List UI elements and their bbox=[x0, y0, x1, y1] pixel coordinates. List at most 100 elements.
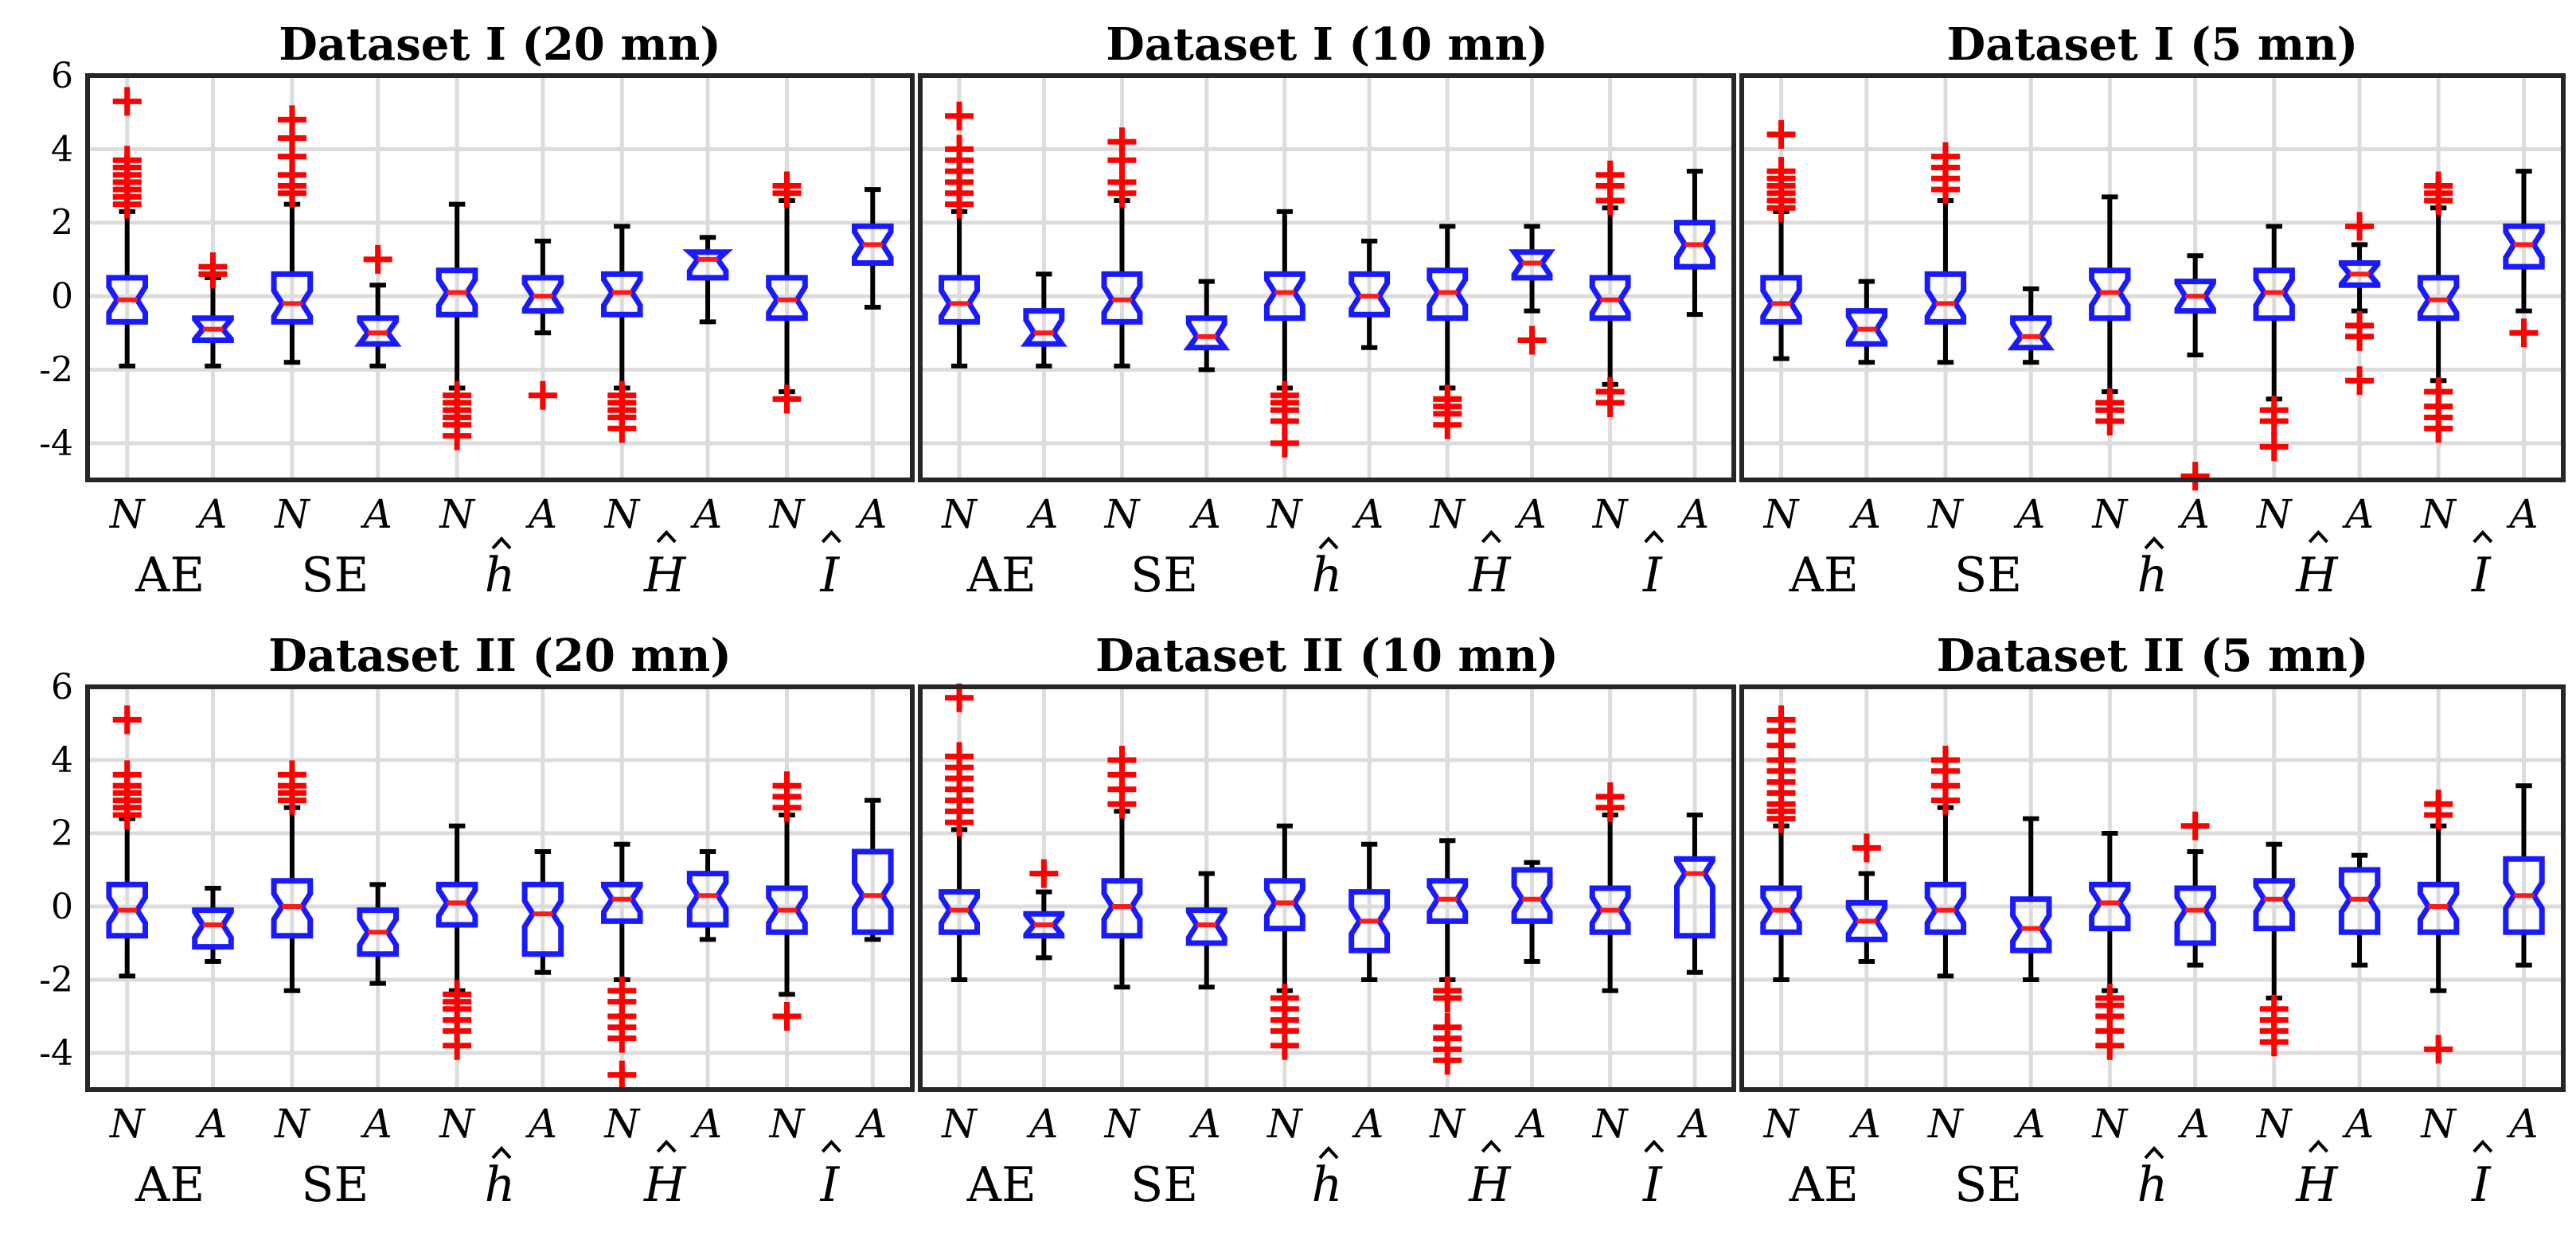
outlier-marker bbox=[2345, 322, 2375, 351]
group-label: N bbox=[1763, 491, 1801, 537]
box-H-N bbox=[601, 841, 643, 1090]
outlier-marker bbox=[1930, 142, 1960, 171]
box-I-A bbox=[852, 797, 894, 942]
box-body bbox=[1589, 885, 1631, 935]
box-H-A bbox=[1509, 224, 1555, 355]
box-body bbox=[1023, 910, 1065, 939]
box-I-N bbox=[2417, 171, 2460, 443]
group-label: A bbox=[2013, 1101, 2045, 1147]
metric-label: SE bbox=[301, 1157, 369, 1213]
box-body bbox=[1185, 907, 1228, 946]
outlier-marker bbox=[2345, 212, 2375, 241]
y-tick-label: 6 bbox=[51, 56, 73, 96]
outlier-marker bbox=[2259, 1027, 2289, 1057]
box-I-A bbox=[2503, 169, 2545, 348]
group-label: N bbox=[109, 1101, 146, 1147]
box-SE-N bbox=[271, 760, 314, 993]
box-h-N bbox=[1263, 823, 1306, 1060]
group-label: A bbox=[2178, 491, 2210, 537]
box-body bbox=[2089, 267, 2131, 322]
box-I-A bbox=[1674, 813, 1715, 975]
box-AE-A bbox=[1023, 859, 1065, 961]
box-h-N bbox=[2089, 831, 2131, 1060]
axes-frame bbox=[918, 73, 1736, 482]
box-AE-N bbox=[1760, 705, 1802, 982]
metric-label: I bbox=[820, 1157, 841, 1213]
y-tick-label: -2 bbox=[39, 349, 73, 390]
group-label: A bbox=[1026, 1101, 1058, 1147]
box-body bbox=[2338, 260, 2381, 288]
box-body bbox=[2417, 881, 2460, 935]
box-AE-N bbox=[939, 101, 980, 368]
outlier-marker bbox=[2095, 1031, 2125, 1060]
y-tick-label: 2 bbox=[51, 813, 73, 854]
box-h-N bbox=[435, 201, 478, 450]
box-H-A bbox=[2338, 212, 2381, 396]
hat-accent bbox=[2308, 530, 2328, 544]
box-body bbox=[2007, 315, 2055, 351]
box-h-A bbox=[521, 238, 564, 410]
box-body bbox=[192, 315, 234, 343]
y-tick-label: 2 bbox=[51, 203, 73, 244]
box-h-N bbox=[2089, 194, 2131, 436]
group-label: A bbox=[361, 1101, 392, 1147]
y-tick-label: -2 bbox=[39, 960, 73, 1000]
metric-label: AE bbox=[1789, 1157, 1859, 1213]
outlier-marker bbox=[1433, 410, 1462, 439]
outlier-marker bbox=[945, 742, 974, 771]
group-label: A bbox=[1849, 491, 1881, 537]
box-body bbox=[852, 848, 894, 935]
box-SE-A bbox=[1183, 279, 1231, 372]
group-label: N bbox=[2420, 1101, 2457, 1147]
outlier-marker bbox=[198, 252, 228, 282]
metric-label: I bbox=[1642, 548, 1663, 603]
box-h-A bbox=[2174, 811, 2216, 968]
group-label: A bbox=[1352, 491, 1384, 537]
metric-label: h bbox=[1312, 548, 1343, 603]
box-H-N bbox=[1427, 838, 1469, 1075]
hat-accent bbox=[491, 536, 512, 550]
group-label: A bbox=[855, 1101, 887, 1147]
group-label: N bbox=[2091, 491, 2129, 537]
box-body bbox=[521, 881, 564, 957]
box-body bbox=[601, 881, 643, 924]
box-body bbox=[2503, 223, 2545, 270]
group-label: N bbox=[603, 491, 641, 537]
box-body bbox=[1263, 271, 1306, 322]
group-label: N bbox=[2256, 491, 2293, 537]
hat-accent bbox=[2473, 1140, 2493, 1153]
group-label: A bbox=[361, 491, 392, 537]
outlier-marker bbox=[2095, 407, 2125, 436]
box-body bbox=[1183, 315, 1231, 351]
box-h-A bbox=[2174, 253, 2216, 491]
metric-label: H bbox=[2295, 548, 2339, 603]
box-h-A bbox=[521, 849, 564, 975]
metric-label: I bbox=[2471, 548, 2492, 603]
group-label: N bbox=[769, 491, 806, 537]
outlier-marker bbox=[2424, 1035, 2453, 1064]
outlier-marker bbox=[443, 1031, 472, 1060]
box-body bbox=[686, 871, 729, 928]
box-body bbox=[106, 275, 148, 325]
group-label: N bbox=[941, 1101, 978, 1147]
metric-label: H bbox=[643, 548, 687, 603]
box-H-A bbox=[1511, 860, 1553, 964]
group-label: N bbox=[109, 491, 146, 537]
group-label: A bbox=[525, 491, 557, 537]
group-label: N bbox=[941, 491, 978, 537]
outlier-marker bbox=[2345, 366, 2375, 396]
y-tick-label: -4 bbox=[39, 1033, 73, 1074]
group-label: N bbox=[2091, 1101, 2129, 1147]
outlier-marker bbox=[112, 705, 142, 735]
outlier-marker bbox=[1270, 428, 1299, 458]
outlier-marker bbox=[1107, 127, 1137, 157]
outlier-marker bbox=[1595, 388, 1625, 418]
metric-label: h bbox=[1312, 1157, 1343, 1213]
metric-label: H bbox=[1468, 548, 1512, 603]
group-label: A bbox=[2013, 491, 2045, 537]
box-body bbox=[1021, 308, 1067, 347]
outlier-marker bbox=[1029, 859, 1059, 888]
metric-label: h bbox=[2137, 548, 2168, 603]
box-body bbox=[271, 271, 314, 325]
